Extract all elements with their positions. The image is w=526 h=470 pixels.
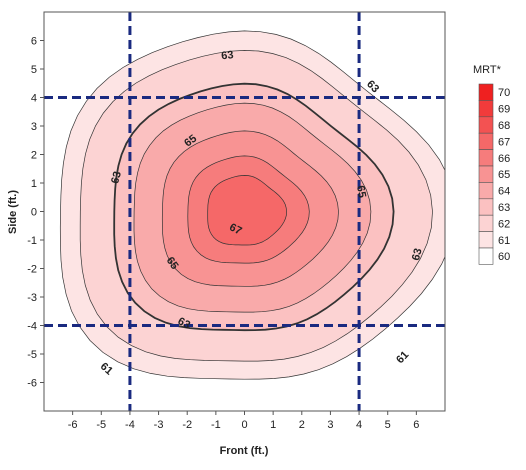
legend-label: 70 <box>498 87 510 99</box>
legend-swatches: 70 69 68 67 66 65 64 63 62 61 60 <box>478 83 510 265</box>
y-tick-label: 4 <box>31 93 37 105</box>
contour-label: 65 <box>182 133 199 150</box>
x-tick-label: -3 <box>154 419 164 431</box>
x-tick-label: 0 <box>241 419 247 431</box>
legend-label: 69 <box>498 104 510 116</box>
legend-swatch <box>478 116 494 134</box>
y-tick-label: -1 <box>27 235 37 247</box>
x-tick-label: 5 <box>385 419 391 431</box>
legend-label: 62 <box>498 218 510 230</box>
x-tick-label: 2 <box>299 419 305 431</box>
legend-label: 60 <box>498 251 510 263</box>
y-tick-label: -2 <box>27 264 37 276</box>
legend-swatch <box>478 231 494 249</box>
contour-fills <box>59 30 445 380</box>
x-axis: -6 -5 -4 -3 -2 -1 0 1 2 3 4 5 6 <box>68 411 419 431</box>
legend: MRT* 70 69 68 67 66 65 64 63 62 61 60 <box>473 64 510 265</box>
legend-swatch <box>478 214 494 232</box>
contour-label: 65 <box>164 255 181 272</box>
y-tick-label: -4 <box>27 321 37 333</box>
y-axis: 6 5 4 3 2 1 0 -1 -2 -3 -4 -5 -6 <box>27 36 44 390</box>
y-tick-label: 1 <box>31 178 37 190</box>
legend-swatch <box>478 247 494 265</box>
legend-label: 68 <box>498 120 510 132</box>
y-tick-label: 3 <box>31 121 37 133</box>
x-tick-label: -4 <box>125 419 135 431</box>
legend-label: 61 <box>498 235 510 247</box>
y-tick-label: 5 <box>31 64 37 76</box>
legend-label: 67 <box>498 136 510 148</box>
legend-swatch <box>478 165 494 183</box>
y-axis-title: Side (ft.) <box>7 190 19 234</box>
legend-label: 65 <box>498 169 510 181</box>
legend-swatch <box>478 100 494 118</box>
contour-67 <box>207 175 287 246</box>
legend-title: MRT* <box>473 64 502 76</box>
reference-lines <box>44 12 445 411</box>
contour-label: 67 <box>227 221 243 237</box>
contour-label: 63 <box>176 315 192 331</box>
x-tick-label: 3 <box>327 419 333 431</box>
y-tick-label: 2 <box>31 150 37 162</box>
contour-label: 63 <box>109 170 124 185</box>
legend-label: 63 <box>498 202 510 214</box>
legend-swatch <box>478 83 494 101</box>
y-tick-label: -6 <box>27 378 37 390</box>
legend-label: 66 <box>498 153 510 165</box>
contour-label: 65 <box>354 185 368 199</box>
legend-swatch <box>478 132 494 150</box>
y-tick-label: 6 <box>31 36 37 48</box>
contour-label: 63 <box>410 247 425 262</box>
x-tick-label: -6 <box>68 419 78 431</box>
x-tick-label: 1 <box>270 419 276 431</box>
legend-label: 64 <box>498 186 510 198</box>
contour-label: 63 <box>221 49 234 62</box>
x-tick-label: 4 <box>356 419 362 431</box>
legend-swatch <box>478 149 494 167</box>
x-tick-label: -2 <box>182 419 192 431</box>
legend-swatch <box>478 182 494 200</box>
x-tick-label: -5 <box>96 419 106 431</box>
x-tick-label: 6 <box>413 419 419 431</box>
x-tick-label: -1 <box>211 419 221 431</box>
x-axis-title: Front (ft.) <box>220 445 269 457</box>
y-tick-label: -3 <box>27 292 37 304</box>
legend-swatch <box>478 198 494 216</box>
y-tick-label: -5 <box>27 349 37 361</box>
y-tick-label: 0 <box>31 207 37 219</box>
